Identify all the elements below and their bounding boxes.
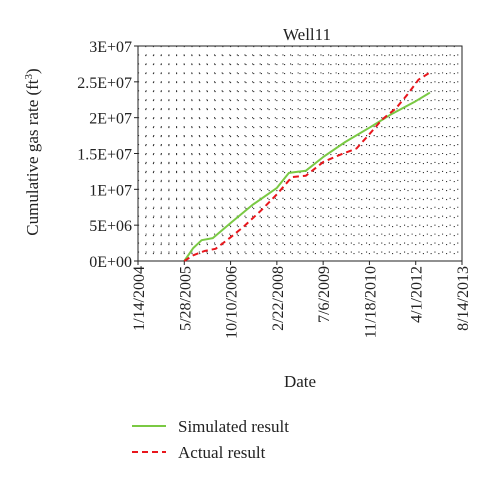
x-tick-label: 4/1/2012 — [409, 266, 426, 323]
x-tick-label: 8/14/2013 — [455, 266, 472, 331]
plot-area — [137, 45, 463, 262]
y-tick-label: 2E+07 — [89, 111, 132, 128]
grid-dots — [138, 46, 462, 261]
y-tick-label: 0E+00 — [89, 254, 132, 271]
y-axis-label: Cumulative gas rate (ft3) — [23, 68, 42, 235]
x-tick-label: 10/10/2006 — [224, 266, 241, 339]
series-actual-line — [183, 71, 431, 262]
legend: Simulated result Actual result — [132, 417, 289, 462]
y-axis-ticks: 0E+00 5E+06 1E+07 1.5E+07 2E+07 2.5E+07 3E+07 — [77, 39, 138, 271]
series-lines — [183, 71, 431, 262]
legend-label-actual: Actual result — [178, 443, 266, 462]
y-tick-label: 1E+07 — [89, 182, 132, 199]
x-axis-label: Date — [284, 372, 316, 391]
x-tick-label: 5/28/2005 — [177, 266, 194, 331]
x-tick-label: 2/22/2008 — [270, 266, 287, 331]
y-axis-label-close: ) — [23, 68, 42, 74]
y-tick-label: 3E+07 — [89, 39, 132, 56]
chart-title: Well11 — [283, 25, 331, 44]
legend-label-simulated: Simulated result — [178, 417, 289, 436]
x-tick-label: 7/6/2009 — [316, 266, 333, 323]
y-axis-label-superscript: 3 — [23, 73, 35, 79]
y-tick-label: 5E+06 — [89, 218, 132, 235]
x-tick-label: 1/14/2004 — [131, 266, 148, 331]
x-tick-label: 11/18/2010 — [362, 266, 379, 338]
x-axis-ticks: 1/14/2004 5/28/2005 10/10/2006 2/22/2008 7/6… — [131, 261, 472, 339]
y-tick-label: 1.5E+07 — [77, 147, 132, 164]
y-tick-label: 2.5E+07 — [77, 75, 132, 92]
